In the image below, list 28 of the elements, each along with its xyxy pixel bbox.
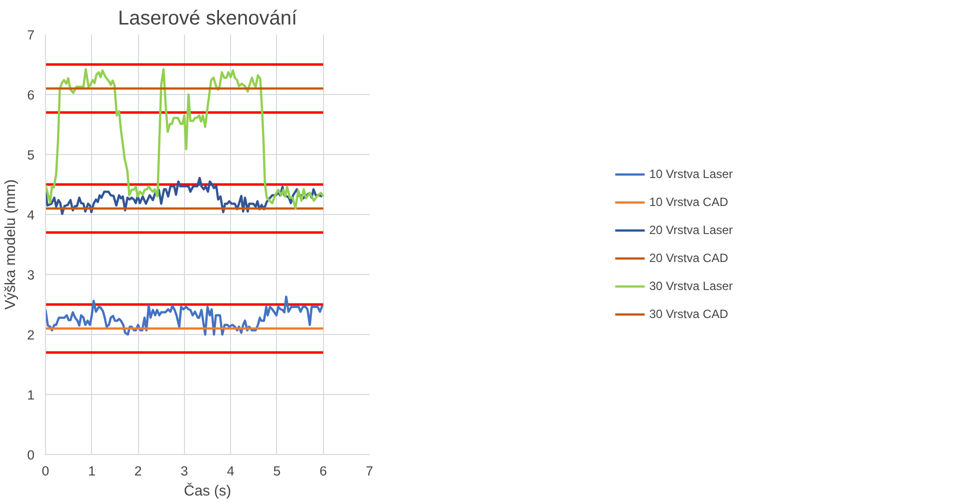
x-tick-label: 0 — [42, 464, 50, 478]
legend-label: 30 Vrstva CAD — [649, 307, 728, 321]
line-series — [46, 68, 324, 210]
legend-label: 20 Vrstva CAD — [649, 251, 728, 265]
legend-label: 30 Vrstva Laser — [649, 279, 733, 293]
y-tick-label: 0 — [27, 448, 35, 462]
x-tick-label: 4 — [226, 464, 235, 478]
legend-label: 10 Vrstva CAD — [649, 195, 728, 209]
line-series — [46, 176, 324, 216]
y-tick-label: 6 — [27, 88, 35, 102]
y-tick-label: 3 — [27, 268, 35, 282]
chart-title: Laserové skenování — [118, 8, 298, 30]
y-tick-label: 2 — [27, 328, 35, 342]
x-tick-label: 1 — [88, 464, 96, 478]
x-tick-label: 7 — [366, 464, 374, 478]
x-tick-label: 2 — [134, 464, 142, 478]
x-axis-title: Čas (s) — [184, 482, 232, 500]
y-axis-title: Výška modelu (mm) — [3, 179, 20, 310]
legend-label: 10 Vrstva Laser — [649, 167, 733, 181]
x-tick-label: 6 — [320, 464, 327, 478]
y-tick-label: 1 — [27, 388, 35, 402]
x-tick-label: 5 — [273, 464, 281, 478]
y-tick-label: 7 — [27, 28, 35, 42]
x-tick-label: 3 — [180, 464, 188, 478]
y-tick-label: 5 — [27, 148, 35, 162]
y-tick-label: 4 — [27, 208, 36, 222]
legend-label: 20 Vrstva Laser — [649, 223, 733, 237]
line-series — [46, 296, 324, 336]
